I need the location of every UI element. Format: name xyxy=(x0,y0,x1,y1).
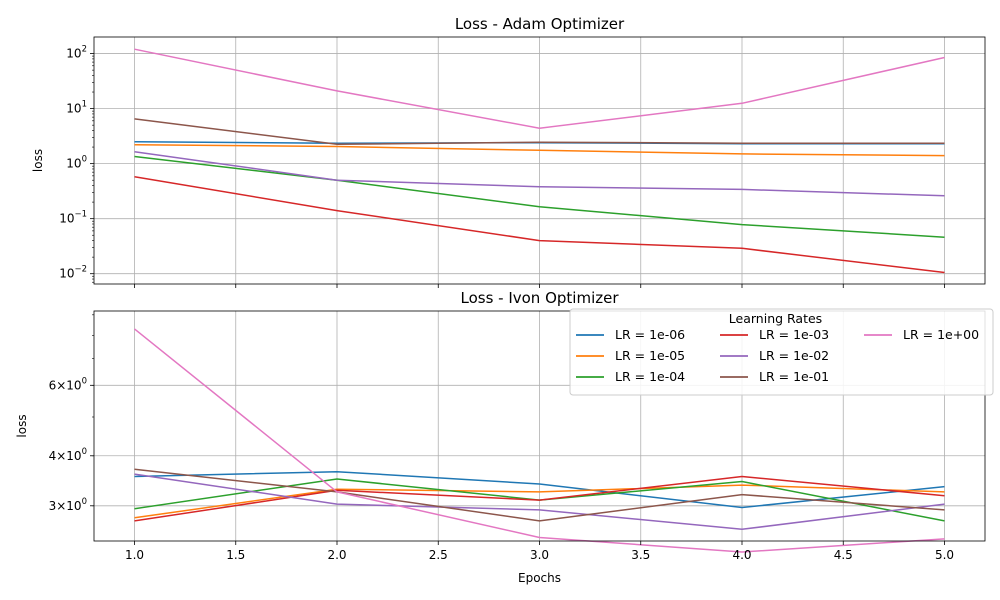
x-tick-label: 1.0 xyxy=(125,548,144,562)
legend-item: LR = 1e-04 xyxy=(576,369,685,384)
x-axis-label: Epochs xyxy=(518,571,561,585)
y-tick-label: 10−1 xyxy=(59,210,87,226)
y-axis-label: loss xyxy=(15,414,29,437)
legend-label: LR = 1e-04 xyxy=(615,369,685,384)
series-line-lr-1e-04 xyxy=(134,155,945,238)
x-tick-label: 4.5 xyxy=(834,548,853,562)
legend-label: LR = 1e-03 xyxy=(759,327,829,342)
series-line-lr-1e-01 xyxy=(134,468,945,522)
y-tick-label: 102 xyxy=(66,45,87,61)
legend-label: LR = 1e-01 xyxy=(759,369,829,384)
series-lines xyxy=(134,48,945,274)
x-ticks xyxy=(134,284,945,288)
x-tick-label: 2.0 xyxy=(327,548,346,562)
legend-item: LR = 1e-03 xyxy=(720,327,829,342)
legend-box xyxy=(569,308,994,396)
y-tick-label: 6×100 xyxy=(49,376,87,392)
legend-item: LR = 1e+00 xyxy=(864,327,979,342)
x-tick-label: 4.0 xyxy=(732,548,751,562)
series-line-lr-1e-02 xyxy=(134,473,945,531)
x-tick-label: 2.5 xyxy=(429,548,448,562)
series-line-lr-1e-03 xyxy=(134,475,945,522)
series-line-lr-1e-00 xyxy=(134,328,945,553)
series-line-lr-1e-00 xyxy=(134,48,945,129)
chart-title: Loss - Adam Optimizer xyxy=(455,15,625,33)
x-ticks: 1.0 1.5 2.0 2.5 3.0 3.5 4.0 4.5 5.0 xyxy=(125,541,954,562)
series-line-lr-1e-03 xyxy=(134,175,945,274)
legend-title: Learning Rates xyxy=(729,311,822,326)
y-tick-label: 4×100 xyxy=(49,447,87,463)
y-tick-label: 100 xyxy=(66,155,87,171)
legend-label: LR = 1e-06 xyxy=(615,327,685,342)
adam-loss-panel: Loss - Adam Optimizer 10−2 10−1 100 101 102 lo… xyxy=(31,15,986,288)
x-tick-label: 1.5 xyxy=(226,548,245,562)
legend-item: LR = 1e-06 xyxy=(576,327,685,342)
y-axis-label: loss xyxy=(31,149,45,172)
legend-label: LR = 1e-05 xyxy=(615,348,685,363)
series-line-lr-1e-05 xyxy=(134,144,945,157)
legend-item: LR = 1e-02 xyxy=(720,348,829,363)
y-tick-label: 3×100 xyxy=(49,497,87,513)
y-ticks: 10−2 10−1 100 101 102 xyxy=(59,45,94,281)
series-line-lr-1e-06 xyxy=(134,470,945,509)
legend-item: LR = 1e-05 xyxy=(576,348,685,363)
x-tick-label: 5.0 xyxy=(935,548,954,562)
ivon-loss-panel: Loss - Ivon Optimizer 1.0 1.5 2.0 2.5 3.0 3.5 4… xyxy=(15,289,994,585)
legend-label: LR = 1e+00 xyxy=(903,327,979,342)
y-tick-label: 101 xyxy=(66,100,87,116)
legend-label: LR = 1e-02 xyxy=(759,348,829,363)
x-tick-label: 3.0 xyxy=(530,548,549,562)
x-tick-label: 3.5 xyxy=(631,548,650,562)
series-line-lr-1e-05 xyxy=(134,484,945,519)
chart-title: Loss - Ivon Optimizer xyxy=(460,289,619,307)
series-lines xyxy=(134,328,945,553)
y-ticks: 3×100 4×100 6×100 xyxy=(49,376,94,513)
legend-item: LR = 1e-01 xyxy=(720,369,829,384)
series-line-lr-1e-01 xyxy=(134,118,945,146)
series-line-lr-1e-02 xyxy=(134,150,945,197)
grid-lines xyxy=(94,37,985,284)
legend: Learning Rates LR = 1e-06 LR = 1e-05 LR = 1… xyxy=(569,308,994,396)
y-tick-label: 10−2 xyxy=(59,265,87,281)
